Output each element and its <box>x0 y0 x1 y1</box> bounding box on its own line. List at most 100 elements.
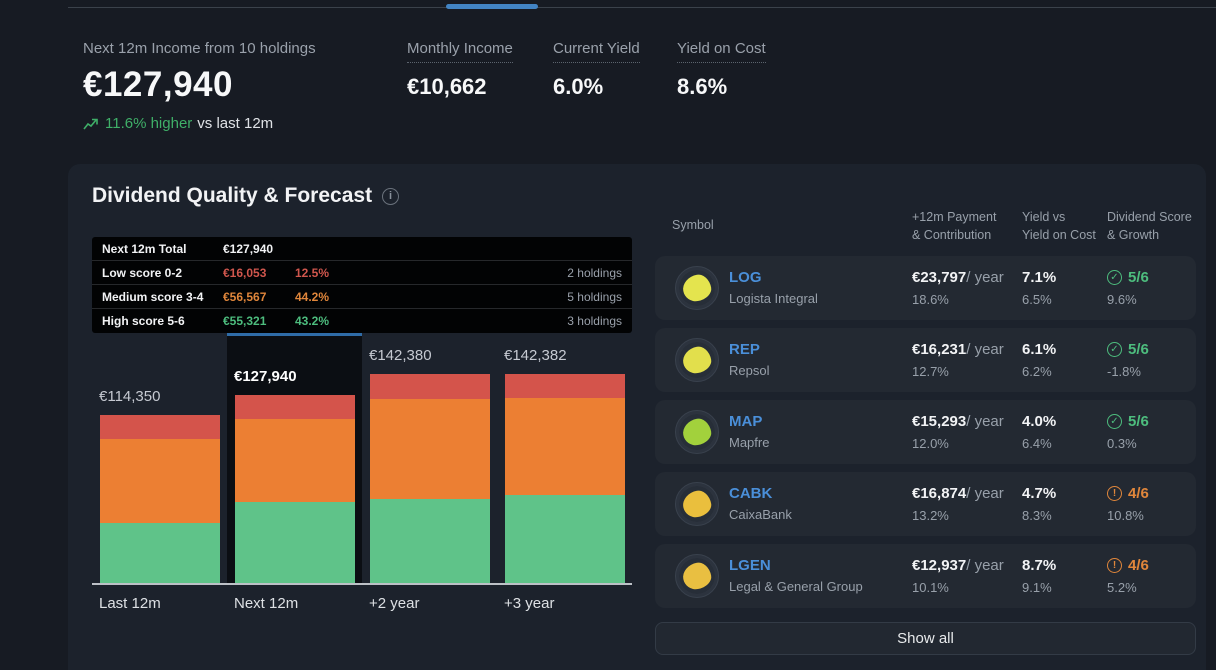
ticker-symbol[interactable]: CABK <box>729 485 773 502</box>
payment-suffix: / year <box>966 341 1004 358</box>
payment-value: €16,874 <box>912 485 967 502</box>
company-logo <box>675 266 719 310</box>
contribution-value: 12.7% <box>912 364 949 379</box>
bar-segment-high <box>234 501 355 583</box>
holding-row-map[interactable]: MAP Mapfre €15,293/ year 12.0% 4.0% 6.4%… <box>655 400 1196 464</box>
stat-yield-on-cost: Yield on Cost 8.6% <box>677 40 766 100</box>
column-header-payment: +12m Payment & Contribution <box>912 210 997 242</box>
stacked-bar <box>99 415 220 583</box>
stat-monthly-income: Monthly Income €10,662 <box>407 40 513 100</box>
stat-label[interactable]: Monthly Income <box>407 40 513 63</box>
payment-suffix: / year <box>966 269 1004 286</box>
logo-blob-icon <box>680 488 714 520</box>
info-icon[interactable]: i <box>382 187 400 205</box>
chart-bar-plus-2-year[interactable]: €142,380 <box>362 333 497 583</box>
row-pct: 44.2% <box>295 289 330 304</box>
score-summary-table: Next 12m Total €127,940 Low score 0-2 €1… <box>92 237 632 333</box>
growth-value: 5.2% <box>1107 580 1137 595</box>
score-cell: ✓ 5/6 -1.8% <box>1107 341 1149 379</box>
score-value: 5/6 <box>1128 413 1149 430</box>
score-cell: ✓ 5/6 9.6% <box>1107 269 1149 307</box>
payment-cell: €23,797/ year 18.6% <box>912 269 1004 307</box>
yield-cell: 4.0% 6.4% <box>1022 413 1056 451</box>
ticker-symbol[interactable]: MAP <box>729 413 763 430</box>
payment-suffix: / year <box>966 485 1004 502</box>
show-all-button[interactable]: Show all <box>655 622 1196 655</box>
payment-value: €23,797 <box>912 269 967 286</box>
income-trend: 11.6% higher vs last 12m <box>83 115 316 132</box>
score-value: 5/6 <box>1128 269 1149 286</box>
ticker-symbol[interactable]: LGEN <box>729 557 771 574</box>
bar-total-label: €142,380 <box>369 347 432 364</box>
forecast-bar-chart: €114,350 €127,940 €142,380 €1 <box>92 333 632 583</box>
dividend-quality-card: Dividend Quality & Forecast i Next 12m T… <box>68 164 1206 670</box>
score-status-icon: ✓ <box>1107 270 1122 285</box>
yield-cell: 4.7% 8.3% <box>1022 485 1056 523</box>
holding-row-rep[interactable]: REP Repsol €16,231/ year 12.7% 6.1% 6.2%… <box>655 328 1196 392</box>
show-all-label: Show all <box>897 630 954 647</box>
contribution-value: 13.2% <box>912 508 949 523</box>
trend-suffix: vs last 12m <box>197 115 274 132</box>
bar-segment-high <box>504 495 625 583</box>
chart-bar-next-12m[interactable]: €127,940 <box>227 333 362 583</box>
active-tab-indicator[interactable] <box>446 4 538 9</box>
score-status-icon: ! <box>1107 486 1122 501</box>
x-axis-label: +3 year <box>504 595 555 612</box>
bar-total-label: €127,940 <box>234 368 297 385</box>
yield-on-cost-value: 6.4% <box>1022 436 1052 451</box>
chart-x-axis: Last 12m Next 12m +2 year +3 year <box>92 595 632 612</box>
row-value: €55,321 <box>223 314 267 328</box>
growth-value: 10.8% <box>1107 508 1144 523</box>
company-logo <box>675 554 719 598</box>
payment-value: €12,937 <box>912 557 967 574</box>
ticker-symbol[interactable]: LOG <box>729 269 762 286</box>
payment-suffix: / year <box>966 413 1004 430</box>
contribution-value: 18.6% <box>912 292 949 307</box>
x-axis-label: +2 year <box>369 595 420 612</box>
yield-on-cost-value: 6.2% <box>1022 364 1052 379</box>
stacked-bar <box>234 395 355 583</box>
score-value: 4/6 <box>1128 485 1149 502</box>
logo-blob-icon <box>680 560 714 592</box>
stat-label[interactable]: Yield on Cost <box>677 40 766 63</box>
ticker-symbol[interactable]: REP <box>729 341 760 358</box>
income-summary: Next 12m Income from 10 holdings €127,94… <box>83 40 316 132</box>
yield-value: 4.7% <box>1022 485 1057 502</box>
income-value: €127,940 <box>83 65 233 104</box>
score-status-icon: ! <box>1107 558 1122 573</box>
column-header-yield: Yield vs Yield on Cost <box>1022 210 1096 242</box>
company-name: CaixaBank <box>729 507 792 522</box>
stacked-bar <box>504 374 625 583</box>
yield-cell: 8.7% 9.1% <box>1022 557 1056 595</box>
row-label: Low score 0-2 <box>102 265 183 280</box>
holding-row-cabk[interactable]: CABK CaixaBank €16,874/ year 13.2% 4.7% … <box>655 472 1196 536</box>
logo-blob-icon <box>680 272 714 304</box>
holding-row-lgen[interactable]: LGEN Legal & General Group €12,937/ year… <box>655 544 1196 608</box>
holding-row-log[interactable]: LOG Logista Integral €23,797/ year 18.6%… <box>655 256 1196 320</box>
row-label: High score 5-6 <box>102 314 185 328</box>
bar-segment-medium <box>504 397 625 496</box>
chart-bar-last-12m[interactable]: €114,350 <box>92 333 227 583</box>
bar-total-label: €142,382 <box>504 347 567 364</box>
growth-value: 9.6% <box>1107 292 1137 307</box>
score-cell: ! 4/6 5.2% <box>1107 557 1149 595</box>
yield-cell: 6.1% 6.2% <box>1022 341 1056 379</box>
growth-value: -1.8% <box>1107 364 1141 379</box>
score-cell: ✓ 5/6 0.3% <box>1107 413 1149 451</box>
logo-blob-icon <box>680 416 714 448</box>
bar-segment-low <box>234 395 355 419</box>
bar-segment-medium <box>369 398 490 500</box>
payment-cell: €16,231/ year 12.7% <box>912 341 1004 379</box>
trend-percent: 11.6% higher <box>105 115 193 132</box>
stat-label[interactable]: Current Yield <box>553 40 640 63</box>
chart-baseline <box>92 583 632 585</box>
payment-suffix: / year <box>966 557 1004 574</box>
chart-bar-plus-3-year[interactable]: €142,382 <box>497 333 632 583</box>
yield-cell: 7.1% 6.5% <box>1022 269 1056 307</box>
stat-value: 6.0% <box>553 74 604 99</box>
table-row-high-score: High score 5-6 €55,321 43.2% 3 holdings <box>92 309 632 333</box>
yield-value: 7.1% <box>1022 269 1057 286</box>
holdings-panel: Symbol +12m Payment & Contribution Yield… <box>655 164 1196 670</box>
stat-current-yield: Current Yield 6.0% <box>553 40 640 100</box>
company-logo <box>675 338 719 382</box>
